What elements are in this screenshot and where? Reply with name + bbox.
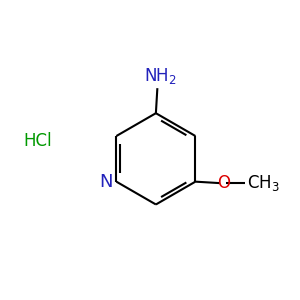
Text: CH$_3$: CH$_3$ <box>247 173 280 193</box>
Text: HCl: HCl <box>24 132 52 150</box>
Text: O: O <box>217 174 230 192</box>
Text: N: N <box>99 173 113 191</box>
Text: NH$_2$: NH$_2$ <box>144 66 177 86</box>
